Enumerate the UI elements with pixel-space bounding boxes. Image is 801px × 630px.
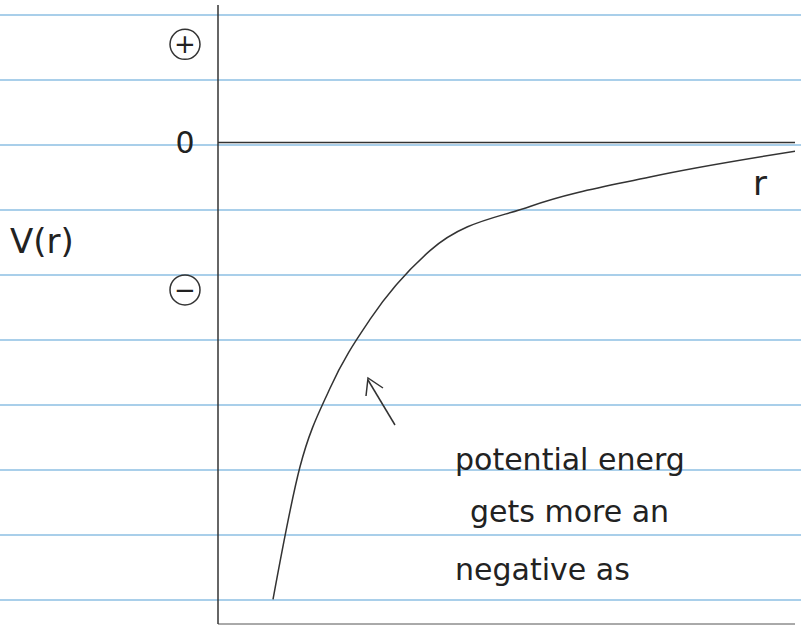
svg-text:r: r [753, 163, 767, 203]
svg-text:potential energ: potential energ [455, 442, 685, 477]
svg-text:V(r): V(r) [10, 221, 74, 261]
svg-text:negative as: negative as [455, 552, 630, 587]
svg-text:+: + [174, 29, 196, 59]
svg-text:0: 0 [175, 125, 194, 160]
svg-text:−: − [174, 275, 196, 305]
svg-text:gets more an: gets more an [470, 494, 669, 529]
